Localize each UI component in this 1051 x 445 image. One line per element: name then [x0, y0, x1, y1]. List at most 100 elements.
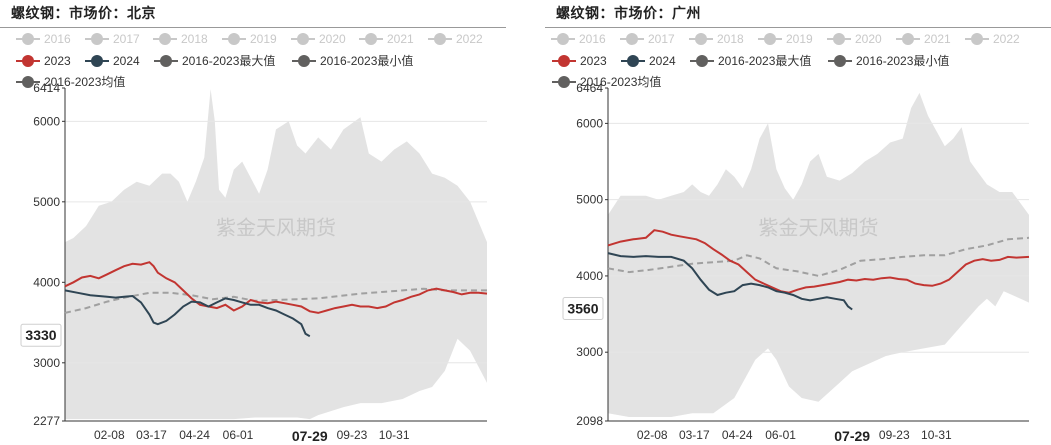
legend-label: 2021: [387, 32, 414, 46]
y-tick-label: 2277: [33, 414, 60, 428]
legend-label: 2019: [786, 32, 813, 46]
legend-item-2016-2023最小值: 2016-2023最小值: [292, 53, 413, 68]
chart-title: 螺纹钢：市场价：北京: [11, 6, 156, 22]
band-max-min-area: [65, 89, 487, 420]
y-cursor-box: [20, 323, 62, 347]
legend-item-2016-2023最小值: 2016-2023最小值: [828, 53, 949, 68]
band-max-min-area: [608, 92, 1029, 418]
legend-swatch-dot: [434, 33, 446, 45]
x-tick-label: 06-01: [223, 428, 254, 442]
watermark: 紫金天风期货: [759, 216, 879, 240]
legend-swatch-dot: [695, 33, 707, 45]
title-underline: [0, 27, 506, 28]
y-tick-label: 3000: [33, 356, 60, 370]
legend-item-2017: 2017: [620, 32, 675, 46]
x-tick-label: 02-08: [637, 428, 668, 442]
chart-panel-beijing: 螺纹钢：市场价：北京 2016 2017 2018 2019 2020 2021 2022 2…: [0, 0, 506, 445]
legend-swatch-dot: [160, 55, 172, 67]
legend-item-2020: 2020: [291, 32, 346, 46]
legend-swatch-dot: [22, 76, 34, 88]
legend-label: 2017: [113, 32, 140, 46]
y-tick-label: 6414: [33, 81, 60, 95]
x-cursor-label: 07-29: [292, 428, 328, 444]
legend-swatch-dot: [228, 33, 240, 45]
legend-swatch-dot: [298, 55, 310, 67]
legend-swatch-dot: [834, 55, 846, 67]
series-line-avg: [64, 287, 487, 314]
legend-item-2019: 2019: [758, 32, 813, 46]
x-tick-label: 09-23: [337, 428, 368, 442]
legend-label: 2018: [181, 32, 208, 46]
legend-swatch-dot: [971, 33, 983, 45]
legend-swatch-dot: [22, 33, 34, 45]
legend-label: 2023: [44, 54, 71, 68]
legend-item-2020: 2020: [827, 32, 882, 46]
chart-svg-guangzhou: 2016 2017 2018 2019 2020 2021 2022 2023 2024 2016…: [551, 32, 1030, 444]
chart-panel-guangzhou: 螺纹钢：市场价：广州 2016 2017 2018 2019 2020 2021 2022 2…: [545, 0, 1051, 445]
legend-swatch-dot: [764, 33, 776, 45]
y-cursor-label: 3560: [567, 300, 598, 316]
legend-item-2022: 2022: [428, 32, 483, 46]
legend-label: 2023: [580, 54, 607, 68]
legend-item-2023: 2023: [16, 54, 71, 68]
y-tick-label: 6000: [33, 114, 60, 128]
legend-label: 2016-2023最大值: [718, 53, 811, 68]
legend-swatch-dot: [22, 55, 34, 67]
legend-item-2016: 2016: [16, 32, 71, 46]
y-tick-label: 4000: [576, 269, 603, 283]
y-tick-label: 6000: [576, 116, 603, 130]
y-tick-label: 3000: [576, 345, 603, 359]
legend-label: 2022: [456, 32, 483, 46]
legend-label: 2022: [993, 32, 1020, 46]
legend-label: 2016-2023最小值: [320, 53, 413, 68]
series-line-2024: [607, 252, 853, 311]
x-tick-label: 10-31: [379, 428, 410, 442]
chart-svg-beijing: 2016 2017 2018 2019 2020 2021 2022 2023 2024 2016…: [16, 32, 488, 444]
x-tick-label: 03-17: [136, 428, 167, 442]
legend-label: 2016: [44, 32, 71, 46]
x-tick-label: 02-08: [94, 428, 125, 442]
x-tick-label: 03-17: [679, 428, 710, 442]
series-line-avg: [607, 236, 1030, 277]
legend-label: 2020: [319, 32, 346, 46]
legend-label: 2016-2023均值: [44, 74, 125, 89]
x-tick-label: 06-01: [765, 428, 796, 442]
legend-swatch-dot: [902, 33, 914, 45]
x-tick-label: 09-23: [879, 428, 910, 442]
y-tick-label: 4000: [33, 275, 60, 289]
y-cursor-label: 3330: [25, 327, 56, 343]
legend-swatch-dot: [297, 33, 309, 45]
legend-swatch-dot: [159, 33, 171, 45]
legend-swatch-dot: [557, 33, 569, 45]
legend-label: 2024: [113, 54, 140, 68]
legend-swatch-dot: [91, 33, 103, 45]
legend-item-2016-2023最大值: 2016-2023最大值: [154, 53, 275, 68]
legend-item-2024: 2024: [621, 54, 676, 68]
panel-gap: [506, 0, 545, 445]
legend-item-2021: 2021: [359, 32, 414, 46]
x-tick-label: 10-31: [921, 428, 952, 442]
legend-swatch-dot: [558, 55, 570, 67]
legend-item-2024: 2024: [85, 54, 140, 68]
series-line-2024: [64, 289, 311, 338]
legend-item-2022: 2022: [965, 32, 1020, 46]
legend-label: 2024: [649, 54, 676, 68]
legend-swatch-dot: [626, 33, 638, 45]
legend-item-2016: 2016: [551, 32, 606, 46]
legend-item-2021: 2021: [896, 32, 951, 46]
legend-swatch-dot: [365, 33, 377, 45]
legend-item-2018: 2018: [689, 32, 744, 46]
legend-swatch-dot: [91, 55, 103, 67]
y-cursor-box: [562, 296, 604, 320]
y-tick-label: 5000: [33, 195, 60, 209]
legend-swatch-dot: [558, 76, 570, 88]
chart-title: 螺纹钢：市场价：广州: [556, 6, 701, 22]
legend-item-avg: 2016-2023均值: [552, 74, 661, 89]
y-tick-label: 5000: [576, 193, 603, 207]
x-tick-label: 04-24: [722, 428, 753, 442]
legend-label: 2016-2023最小值: [856, 53, 949, 68]
y-tick-label: 6464: [576, 81, 603, 95]
legend-label: 2016: [579, 32, 606, 46]
legend-swatch-dot: [696, 55, 708, 67]
series-line-2023: [607, 229, 1030, 294]
